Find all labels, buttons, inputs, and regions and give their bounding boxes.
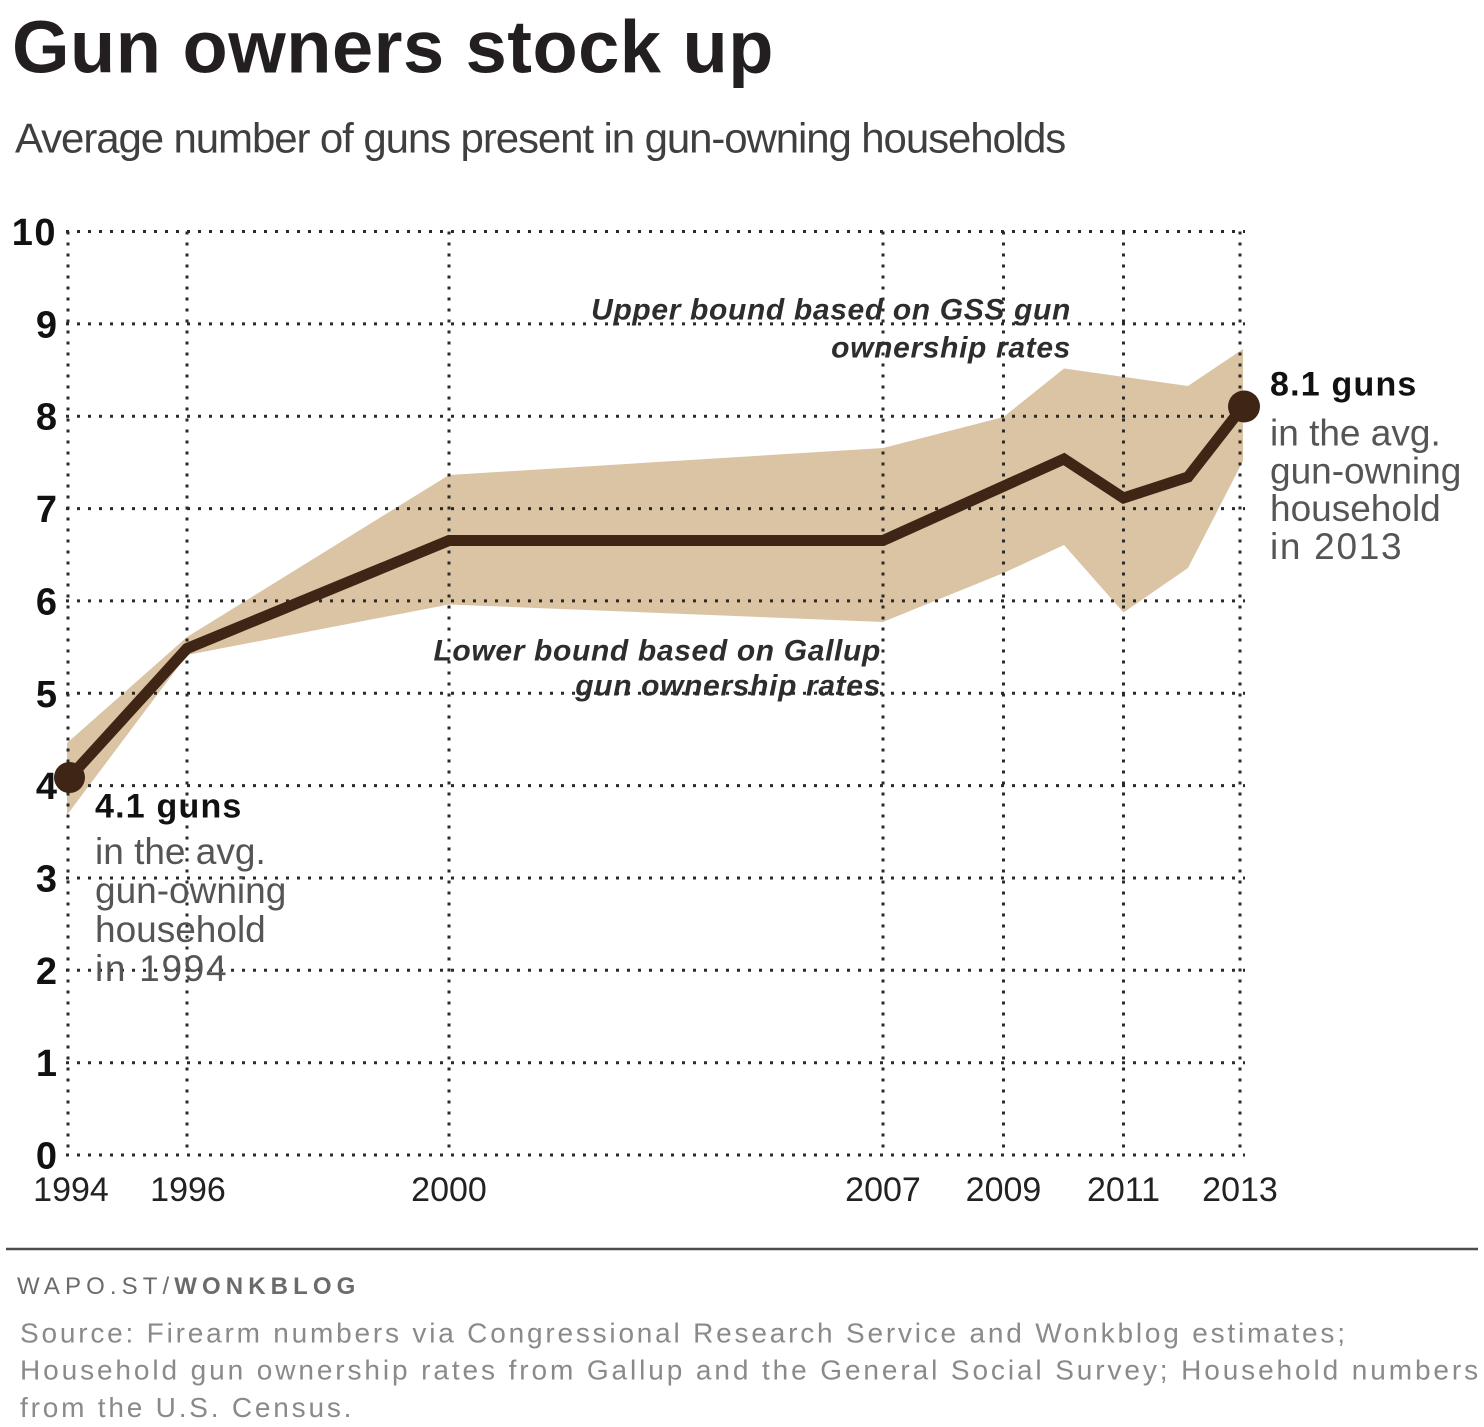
svg-text:in 1994: in 1994 xyxy=(95,948,228,989)
svg-text:9: 9 xyxy=(36,304,57,346)
svg-text:in the avg.: in the avg. xyxy=(1270,413,1441,454)
svg-text:2011: 2011 xyxy=(1087,1171,1160,1209)
svg-text:Average number of guns present: Average number of guns present in gun-ow… xyxy=(15,114,1065,161)
svg-text:Upper bound based on GSS gun: Upper bound based on GSS gun xyxy=(591,294,1071,327)
svg-text:8: 8 xyxy=(36,397,57,439)
svg-text:2: 2 xyxy=(36,951,57,993)
svg-text:1994: 1994 xyxy=(33,1171,109,1209)
svg-text:2007: 2007 xyxy=(845,1171,921,1209)
svg-text:in 2013: in 2013 xyxy=(1270,526,1403,567)
svg-text:3: 3 xyxy=(36,859,57,901)
svg-text:gun-owning: gun-owning xyxy=(95,870,286,911)
svg-text:in the avg.: in the avg. xyxy=(95,831,266,872)
svg-text:1996: 1996 xyxy=(150,1171,226,1209)
svg-text:1: 1 xyxy=(36,1043,57,1085)
svg-text:household: household xyxy=(95,909,266,950)
svg-text:ownership rates: ownership rates xyxy=(831,331,1071,364)
svg-text:Household gun ownership rates: Household gun ownership rates from Gallu… xyxy=(20,1355,1481,1386)
svg-text:2009: 2009 xyxy=(966,1171,1042,1209)
svg-text:10: 10 xyxy=(12,212,57,254)
svg-text:5: 5 xyxy=(36,674,57,716)
svg-text:Gun owners stock up: Gun owners stock up xyxy=(12,6,774,89)
svg-text:from the U.S. Census.: from the U.S. Census. xyxy=(20,1392,354,1423)
svg-text:household: household xyxy=(1270,488,1441,529)
svg-text:8.1 guns: 8.1 guns xyxy=(1270,366,1418,404)
svg-text:4.1 guns: 4.1 guns xyxy=(95,788,243,826)
svg-text:2013: 2013 xyxy=(1202,1171,1278,1209)
svg-text:2000: 2000 xyxy=(411,1171,487,1209)
svg-text:Source: Firearm numbers via Co: Source: Firearm numbers via Congressiona… xyxy=(20,1317,1348,1348)
svg-text:7: 7 xyxy=(36,489,57,531)
svg-text:Lower bound based on Gallup: Lower bound based on Gallup xyxy=(433,634,881,667)
svg-text:0: 0 xyxy=(36,1136,57,1178)
svg-text:gun ownership rates: gun ownership rates xyxy=(574,669,881,702)
svg-text:gun-owning: gun-owning xyxy=(1270,450,1461,491)
svg-text:6: 6 xyxy=(36,581,57,623)
svg-text:WAPO.ST/WONKBLOG: WAPO.ST/WONKBLOG xyxy=(17,1273,360,1300)
svg-text:4: 4 xyxy=(36,766,57,808)
